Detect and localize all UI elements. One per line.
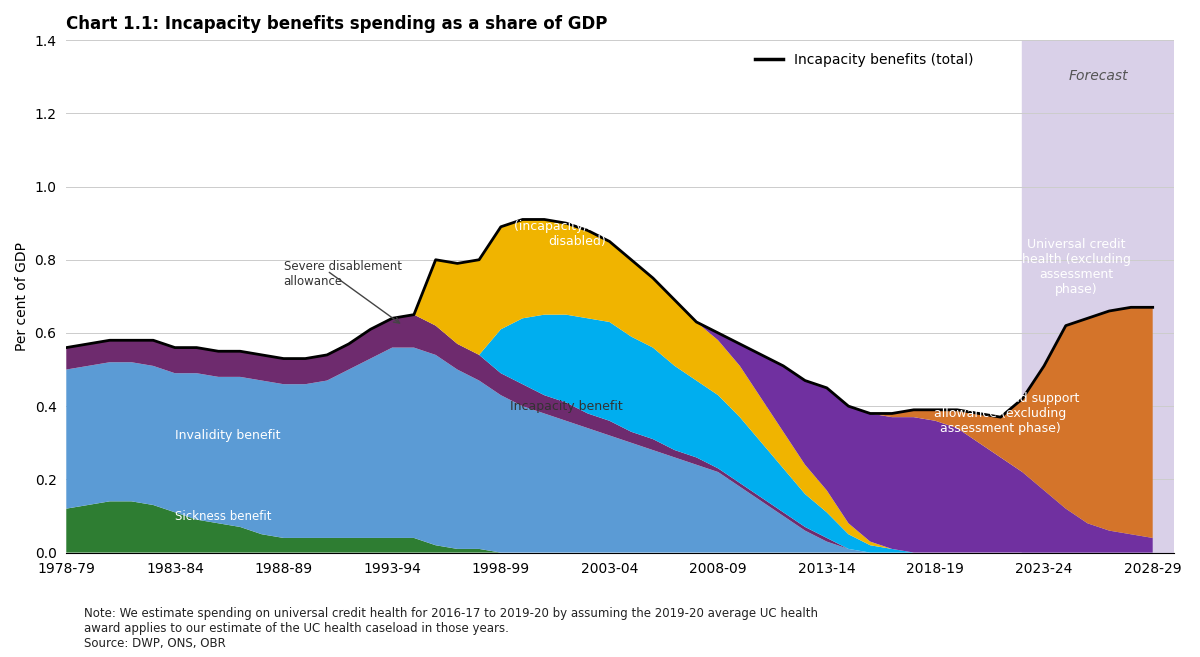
Text: Income support
(incapacity/sick and
disabled): Income support (incapacity/sick and disa… xyxy=(514,205,640,248)
Text: Chart 1.1: Incapacity benefits spending as a share of GDP: Chart 1.1: Incapacity benefits spending … xyxy=(66,15,607,33)
Text: Sickness benefit: Sickness benefit xyxy=(175,510,271,523)
Text: Note: We estimate spending on universal credit health for 2016-17 to 2019-20 by : Note: We estimate spending on universal … xyxy=(84,608,818,650)
Text: Invalidity benefit: Invalidity benefit xyxy=(175,429,281,442)
Legend: Incapacity benefits (total): Incapacity benefits (total) xyxy=(750,47,979,72)
Y-axis label: Per cent of GDP: Per cent of GDP xyxy=(16,242,29,351)
Text: Universal credit
health (excluding
assessment
phase): Universal credit health (excluding asses… xyxy=(1022,238,1132,296)
Bar xyxy=(1022,40,1175,553)
Text: Forecast: Forecast xyxy=(1068,70,1128,83)
Text: Employment and support
allowance (excluding
assessment phase): Employment and support allowance (exclud… xyxy=(922,392,1080,435)
Text: Incapacity benefit: Incapacity benefit xyxy=(510,399,623,413)
Text: Severe disablement
allowance: Severe disablement allowance xyxy=(283,260,402,288)
